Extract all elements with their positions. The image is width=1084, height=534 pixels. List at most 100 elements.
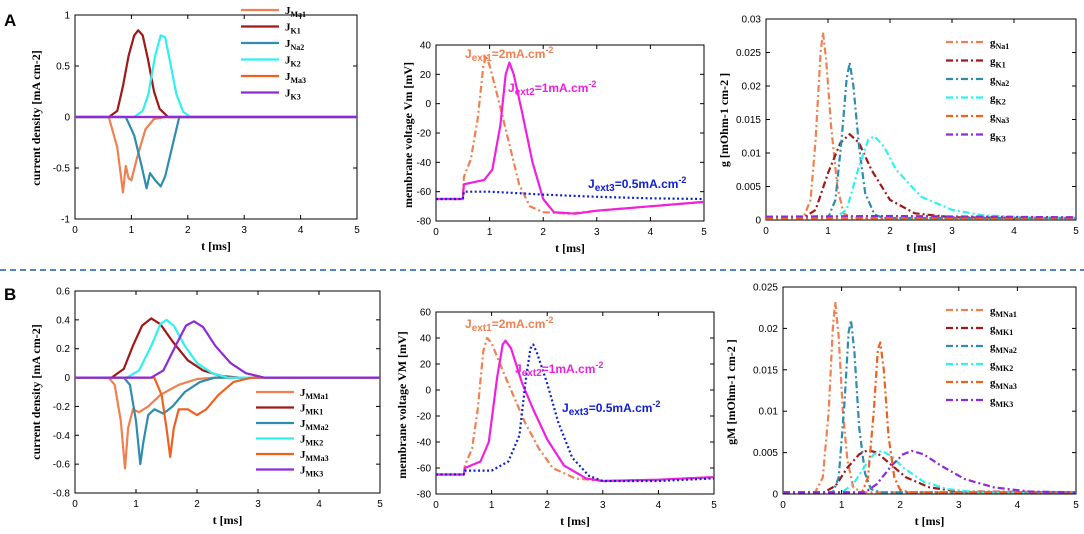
legend-main: J xyxy=(300,403,306,415)
y-tick-label: 20 xyxy=(420,360,432,371)
legend-main: g xyxy=(990,93,996,105)
series-JMMa3 xyxy=(75,376,380,458)
x-tick-label: 4 xyxy=(648,227,654,238)
legend-entry: JK1 xyxy=(285,22,301,36)
legend-main: J xyxy=(300,418,306,430)
legend-sub: Ma3 xyxy=(291,76,307,85)
y-tick-label: -60 xyxy=(417,464,432,475)
legend-sub: Na2 xyxy=(291,43,305,52)
legend-entry: gK3 xyxy=(990,130,1006,144)
legend-entry: gK2 xyxy=(990,93,1006,107)
chart-a2: 0 1 2 3 4 5 -80 -60 -40 -20 0 20 40 t [ms] membrane vo… xyxy=(401,41,707,256)
annot-rest: =1mA.cm xyxy=(542,362,596,376)
annot-sup: -2 xyxy=(545,315,553,325)
x-tick-label: 3 xyxy=(956,500,962,511)
legend-main: g xyxy=(990,323,996,335)
legend-entry: JMMa3 xyxy=(300,449,329,463)
y-tick-label: 0 xyxy=(425,99,431,110)
series-gMK2 xyxy=(783,449,1076,494)
x-axis-label: t [ms] xyxy=(201,239,231,253)
legend-main: J xyxy=(285,88,291,100)
x-tick-label: 5 xyxy=(711,500,717,511)
y-axis-label: membrane voltage Vm [mV] xyxy=(401,62,415,208)
y-tick-label: 40 xyxy=(420,41,432,52)
legend-main: g xyxy=(990,111,996,123)
y-tick-label: 1 xyxy=(64,11,70,22)
series-JMa1 xyxy=(75,115,357,194)
series-Jext2 xyxy=(436,61,705,215)
x-tick-label: 1 xyxy=(489,500,495,511)
annot-sup: -2 xyxy=(595,360,603,370)
legend-entry: JMK3 xyxy=(300,465,323,479)
y-tick-label: 0 xyxy=(772,490,778,501)
legend-sub: K2 xyxy=(996,98,1006,107)
x-tick-label: 3 xyxy=(594,227,600,238)
annot-sub: ext2 xyxy=(522,368,542,379)
y-tick-label: 0.4 xyxy=(56,315,70,326)
axes-box xyxy=(782,286,1077,495)
legend-main: J xyxy=(300,465,306,477)
legend-entry: gMNa1 xyxy=(990,305,1017,319)
legend-main: g xyxy=(990,74,996,86)
annot-rest: =2mA.cm xyxy=(492,47,546,61)
series-gMNa3 xyxy=(783,341,1076,494)
legend-entry: JMMa1 xyxy=(300,387,329,401)
legend-sub: K3 xyxy=(291,93,301,102)
y-tick-label: -0.5 xyxy=(53,164,71,175)
series-gK1 xyxy=(766,133,1077,220)
legend-sub: MK2 xyxy=(996,364,1014,373)
legend-sub: Na2 xyxy=(996,79,1010,88)
y-tick-label: 0.02 xyxy=(742,82,762,93)
y-axis-label: gM [mOhm-1 cm-2 ] xyxy=(724,339,738,445)
annot-sup: -2 xyxy=(678,175,686,185)
x-tick-label: 2 xyxy=(185,225,191,236)
chart-b1: 0 1 2 3 4 5 -0.8 -0.6 -0.4 -0.2 0 0.2 0.4 0.6 t [ms] cu… xyxy=(29,287,383,528)
series-JMMa2 xyxy=(75,376,380,466)
annot-sup: -2 xyxy=(545,45,553,55)
y-tick-label: 60 xyxy=(420,308,432,319)
legend-main: g xyxy=(990,341,996,353)
axes-box xyxy=(74,290,381,494)
x-axis-label: t [ms] xyxy=(906,240,936,254)
x-tick-label: 4 xyxy=(656,500,662,511)
series-Jext3 xyxy=(436,343,715,483)
legend-entry: JK3 xyxy=(285,88,301,102)
x-tick-label: 5 xyxy=(354,225,360,236)
legend-entry: JMMa2 xyxy=(300,418,329,432)
y-tick-label: 0.02 xyxy=(759,324,779,335)
legend-entry: gMK1 xyxy=(990,323,1013,337)
x-tick-label: 3 xyxy=(255,499,261,510)
series-gMNa2 xyxy=(783,319,1076,494)
y-tick-label: -40 xyxy=(417,158,432,169)
legend-sub: MMa3 xyxy=(306,454,329,463)
legend-sub: K2 xyxy=(291,60,301,69)
legend-sub: MNa1 xyxy=(996,310,1017,319)
annotation-ext2: Jext2=1mA.cm-2 xyxy=(515,360,603,379)
legend-entry: JMK1 xyxy=(300,403,323,417)
x-tick-label: 5 xyxy=(701,227,707,238)
legend-main: J xyxy=(285,38,291,50)
legend-main: g xyxy=(990,377,996,389)
chart-a1: 0 1 2 3 4 5 -1 -0.5 0 0.5 1 t [ms] current density [… xyxy=(29,5,360,253)
x-axis-label: t [ms] xyxy=(915,514,945,528)
series-Jext3 xyxy=(436,190,705,201)
legend-entry: JNa2 xyxy=(285,38,304,52)
series-JK2 xyxy=(75,34,357,119)
y-tick-label: 0.01 xyxy=(742,149,762,160)
series-JMMa1 xyxy=(75,376,380,470)
series-gK3 xyxy=(765,214,1077,219)
x-tick-label: 2 xyxy=(544,500,550,511)
y-axis-label: current density [mA cm-2] xyxy=(29,50,43,185)
annot-rest: =0.5mA.cm xyxy=(589,401,653,415)
legend-entry: gMK2 xyxy=(990,359,1013,373)
annot-rest: =0.5mA.cm xyxy=(615,177,679,191)
series-JMK2 xyxy=(75,318,380,379)
y-tick-label: -20 xyxy=(417,129,432,140)
y-axis-label: current density [mA cm-2] xyxy=(29,324,43,459)
annotation-ext2: Jext2=1mA.cm-2 xyxy=(508,79,596,98)
annot-sub: ext2 xyxy=(515,87,535,98)
annotation-ext3: Jext3=0.5mA.cm-2 xyxy=(588,175,686,194)
panel-label-a: A xyxy=(4,11,16,30)
legend-sub: MMa1 xyxy=(306,392,329,401)
